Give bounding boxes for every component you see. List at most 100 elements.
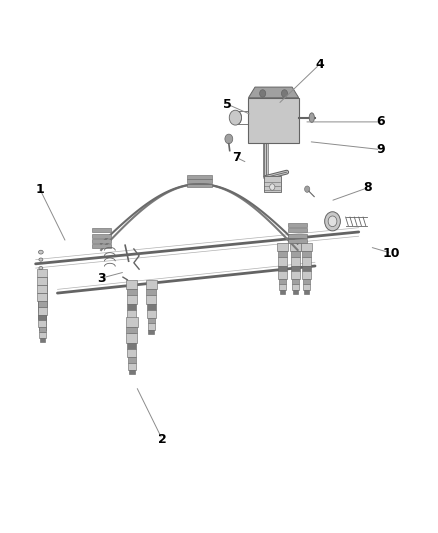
FancyBboxPatch shape	[38, 312, 46, 319]
FancyBboxPatch shape	[288, 233, 307, 238]
FancyBboxPatch shape	[38, 291, 46, 296]
FancyBboxPatch shape	[127, 333, 137, 343]
FancyBboxPatch shape	[38, 299, 46, 304]
FancyBboxPatch shape	[38, 320, 46, 327]
FancyBboxPatch shape	[264, 176, 281, 192]
FancyBboxPatch shape	[288, 228, 307, 232]
FancyBboxPatch shape	[39, 327, 46, 332]
FancyBboxPatch shape	[127, 289, 137, 295]
Circle shape	[282, 90, 288, 97]
FancyBboxPatch shape	[146, 295, 156, 304]
Ellipse shape	[39, 258, 43, 261]
FancyBboxPatch shape	[147, 310, 156, 318]
FancyBboxPatch shape	[127, 310, 136, 318]
FancyBboxPatch shape	[302, 265, 311, 271]
FancyBboxPatch shape	[39, 303, 46, 308]
FancyBboxPatch shape	[38, 298, 46, 307]
FancyBboxPatch shape	[92, 228, 111, 232]
FancyBboxPatch shape	[92, 233, 111, 238]
FancyBboxPatch shape	[291, 257, 300, 265]
FancyBboxPatch shape	[304, 290, 309, 294]
Text: 9: 9	[376, 143, 385, 156]
Circle shape	[328, 216, 337, 227]
Ellipse shape	[309, 113, 314, 123]
Text: 1: 1	[35, 183, 44, 196]
FancyBboxPatch shape	[128, 363, 136, 370]
Circle shape	[260, 90, 266, 97]
FancyBboxPatch shape	[39, 330, 45, 334]
FancyBboxPatch shape	[39, 308, 46, 314]
FancyBboxPatch shape	[128, 323, 135, 330]
FancyBboxPatch shape	[37, 293, 47, 301]
FancyBboxPatch shape	[38, 306, 46, 315]
FancyBboxPatch shape	[129, 330, 134, 334]
FancyBboxPatch shape	[39, 332, 46, 338]
Text: 7: 7	[232, 151, 241, 164]
FancyBboxPatch shape	[37, 285, 47, 293]
FancyBboxPatch shape	[38, 293, 46, 298]
FancyBboxPatch shape	[148, 330, 154, 334]
Text: 10: 10	[383, 247, 400, 260]
FancyBboxPatch shape	[39, 319, 46, 324]
FancyBboxPatch shape	[279, 284, 286, 290]
FancyBboxPatch shape	[279, 279, 286, 284]
FancyBboxPatch shape	[248, 98, 299, 143]
FancyBboxPatch shape	[302, 257, 311, 265]
FancyBboxPatch shape	[290, 243, 301, 251]
FancyBboxPatch shape	[187, 183, 212, 187]
FancyBboxPatch shape	[128, 318, 135, 323]
FancyBboxPatch shape	[147, 304, 156, 310]
FancyBboxPatch shape	[302, 251, 311, 257]
FancyBboxPatch shape	[278, 265, 286, 271]
FancyBboxPatch shape	[146, 289, 156, 295]
Circle shape	[229, 110, 241, 125]
FancyBboxPatch shape	[127, 295, 137, 304]
FancyBboxPatch shape	[291, 251, 300, 257]
FancyBboxPatch shape	[92, 244, 111, 248]
Circle shape	[270, 184, 275, 190]
FancyBboxPatch shape	[292, 284, 299, 290]
FancyBboxPatch shape	[302, 271, 311, 279]
FancyBboxPatch shape	[277, 243, 288, 251]
FancyBboxPatch shape	[39, 338, 45, 342]
FancyBboxPatch shape	[39, 324, 46, 330]
Circle shape	[225, 134, 233, 144]
Ellipse shape	[39, 266, 43, 270]
FancyBboxPatch shape	[38, 307, 46, 312]
FancyBboxPatch shape	[129, 370, 135, 374]
FancyBboxPatch shape	[148, 318, 155, 323]
FancyBboxPatch shape	[279, 290, 285, 294]
FancyBboxPatch shape	[291, 265, 300, 271]
FancyBboxPatch shape	[292, 279, 299, 284]
FancyBboxPatch shape	[92, 239, 111, 243]
Text: 6: 6	[376, 116, 385, 128]
FancyBboxPatch shape	[145, 280, 157, 289]
Text: 5: 5	[223, 98, 232, 111]
Text: 2: 2	[158, 433, 166, 446]
FancyBboxPatch shape	[127, 304, 136, 310]
FancyBboxPatch shape	[37, 269, 47, 277]
FancyBboxPatch shape	[38, 282, 46, 291]
FancyBboxPatch shape	[127, 327, 137, 333]
FancyBboxPatch shape	[291, 271, 300, 279]
FancyBboxPatch shape	[278, 251, 287, 257]
Circle shape	[304, 186, 310, 192]
FancyBboxPatch shape	[38, 296, 46, 303]
FancyBboxPatch shape	[38, 277, 46, 282]
FancyBboxPatch shape	[39, 322, 45, 326]
FancyBboxPatch shape	[303, 284, 310, 290]
FancyBboxPatch shape	[301, 243, 312, 251]
FancyBboxPatch shape	[38, 304, 46, 311]
FancyBboxPatch shape	[38, 301, 46, 306]
FancyBboxPatch shape	[187, 179, 212, 183]
FancyBboxPatch shape	[148, 323, 155, 330]
FancyBboxPatch shape	[303, 279, 310, 284]
FancyBboxPatch shape	[288, 223, 307, 227]
FancyBboxPatch shape	[38, 315, 46, 320]
FancyBboxPatch shape	[126, 317, 138, 327]
FancyBboxPatch shape	[39, 311, 46, 316]
FancyBboxPatch shape	[127, 349, 137, 358]
FancyBboxPatch shape	[127, 343, 137, 349]
FancyBboxPatch shape	[39, 314, 45, 318]
Circle shape	[325, 212, 340, 231]
